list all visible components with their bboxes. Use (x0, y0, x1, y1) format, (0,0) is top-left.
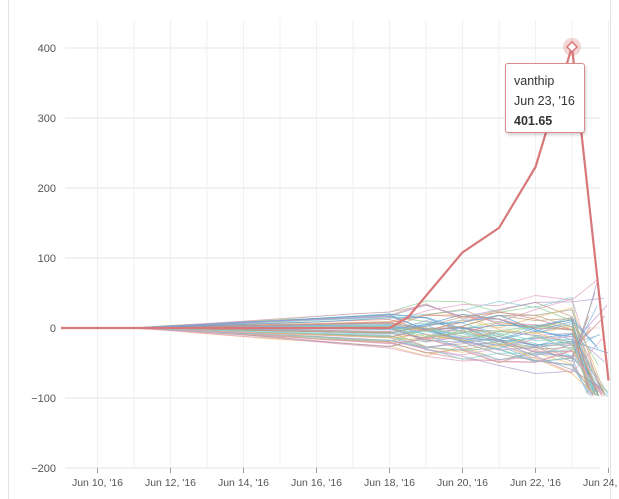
y-axis-ticks: 400 300 200 100 0 −100 −200 (31, 43, 56, 475)
series-line (61, 316, 599, 349)
tooltip-series-name: vanthip (514, 74, 555, 88)
y-tick-label: −200 (31, 463, 56, 475)
y-tick-label: 300 (38, 113, 56, 125)
series-line (61, 278, 599, 329)
background-series (61, 278, 609, 397)
y-tick-label: 0 (50, 323, 56, 335)
x-tick-label: Jun 16, '16 (291, 477, 342, 489)
tooltip-value: 401.65 (514, 114, 553, 128)
series-line (61, 327, 594, 392)
y-tick-label: 400 (38, 43, 56, 55)
y-tick-label: 100 (38, 253, 56, 265)
x-tick-label: Jun 18, '16 (364, 477, 415, 489)
x-axis-ticks: Jun 10, '16 Jun 12, '16 Jun 14, '16 Jun 16,… (72, 468, 619, 489)
x-tick-label: Jun 20, '16 (437, 477, 488, 489)
series-line (61, 327, 602, 395)
chart-frame (8, 0, 611, 499)
hover-marker[interactable] (563, 37, 581, 56)
y-tick-label: 200 (38, 183, 56, 195)
hover-point-marker (565, 40, 579, 53)
x-tick-label: Jun 10, '16 (72, 477, 123, 489)
y-tick-label: −100 (31, 393, 56, 405)
x-tick-label: Jun 24, '16 (583, 477, 619, 489)
series-line (61, 307, 605, 393)
series-line (61, 326, 606, 395)
tooltip-date: Jun 23, '16 (514, 94, 575, 108)
x-tick-label: Jun 22, '16 (510, 477, 561, 489)
series-line (61, 325, 609, 395)
tooltip: vanthip Jun 23, '16 401.65 (505, 63, 585, 133)
series-line (61, 297, 604, 329)
x-tick-label: Jun 12, '16 (145, 477, 196, 489)
series-line (61, 327, 601, 351)
x-tick-label: Jun 14, '16 (218, 477, 269, 489)
